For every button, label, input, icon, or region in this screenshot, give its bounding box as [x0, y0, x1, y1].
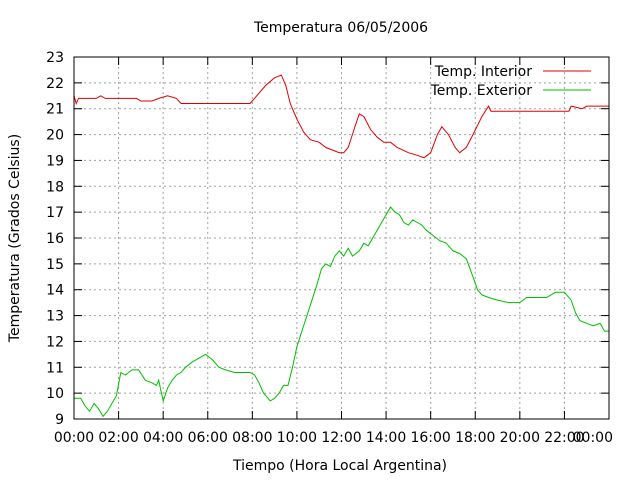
- y-tick-label: 12: [46, 334, 64, 350]
- y-tick-label: 11: [46, 360, 64, 376]
- y-tick-label: 20: [46, 128, 64, 144]
- series-line-exterior: [74, 206, 609, 418]
- y-axis-label: Temperatura (Grados Celsius): [7, 134, 23, 343]
- x-tick-label: 00:00: [573, 430, 613, 446]
- x-tick-label: 22:00: [544, 430, 584, 446]
- x-tick-label: 14:00: [366, 430, 406, 446]
- y-tick-label: 16: [46, 231, 64, 247]
- y-tick-label: 19: [46, 153, 64, 169]
- y-tick-label: 10: [46, 386, 64, 402]
- y-tick-label: 13: [46, 309, 64, 325]
- legend: Temp. Interior Temp. Exterior: [430, 64, 591, 99]
- grid-lines: [74, 57, 609, 419]
- series-line-interior: [73, 74, 609, 159]
- chart-title: Temperatura 06/05/2006: [253, 20, 428, 36]
- y-tick-label: 9: [55, 412, 64, 428]
- axis-ticks: [73, 56, 610, 420]
- x-tick-label: 16:00: [410, 430, 450, 446]
- y-tick-label: 18: [46, 179, 64, 195]
- x-tick-label: 02:00: [98, 430, 138, 446]
- y-tick-label: 17: [46, 205, 64, 221]
- y-tick-label: 15: [46, 257, 64, 273]
- y-tick-label: 21: [46, 102, 64, 118]
- y-tick-label: 14: [46, 283, 64, 299]
- series-lines: [73, 74, 609, 418]
- x-axis-label: Tiempo (Hora Local Argentina): [232, 458, 447, 474]
- x-tick-label: 18:00: [455, 430, 495, 446]
- x-tick-label: 20:00: [500, 430, 540, 446]
- y-tick-label: 22: [46, 76, 64, 92]
- x-tick-label: 08:00: [232, 430, 272, 446]
- x-tick-label: 00:00: [54, 430, 94, 446]
- x-tick-label: 04:00: [143, 430, 183, 446]
- x-tick-label: 12:00: [321, 430, 361, 446]
- x-tick-label: 10:00: [277, 430, 317, 446]
- legend-label-interior: Temp. Interior: [434, 64, 533, 80]
- x-tick-label: 06:00: [188, 430, 228, 446]
- y-tick-label: 23: [46, 50, 64, 66]
- legend-label-exterior: Temp. Exterior: [430, 83, 533, 99]
